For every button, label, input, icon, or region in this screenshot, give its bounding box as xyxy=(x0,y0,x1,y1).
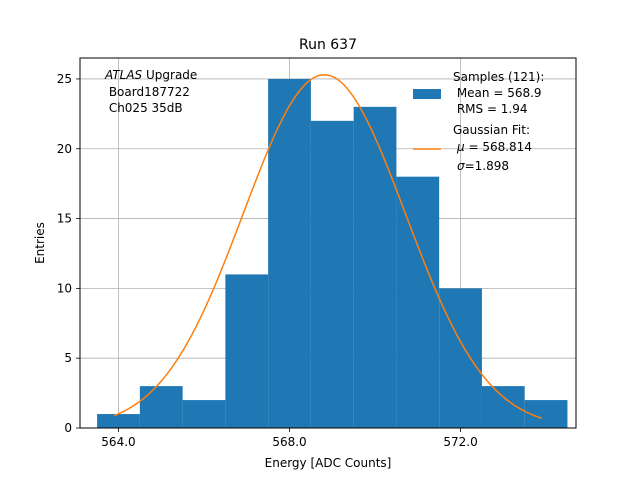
plot-frame xyxy=(79,57,577,429)
histogram-bars xyxy=(97,78,568,429)
histogram-bar xyxy=(268,78,311,429)
y-axis-label: Entries xyxy=(33,222,47,264)
histogram-bar xyxy=(139,386,183,428)
y-tick-label: 20 xyxy=(57,142,72,156)
histogram-bar xyxy=(439,288,482,428)
y-tick-label: 10 xyxy=(57,281,72,295)
channel-label: Ch025 35dB xyxy=(105,101,183,115)
histogram-bar xyxy=(353,106,397,429)
mu-symbol: μ xyxy=(456,140,465,154)
legend-fit-sigma: σ=1.898 xyxy=(457,159,509,173)
atlas-label: ATLAS xyxy=(104,68,143,82)
legend-fit-title: Gaussian Fit: xyxy=(453,123,530,137)
legend-samples-rms: RMS = 1.94 xyxy=(453,102,528,116)
sigma-value: =1.898 xyxy=(465,159,509,173)
legend-samples-title: Samples (121): xyxy=(453,70,544,84)
x-tick-label: 568.0 xyxy=(272,435,306,449)
x-tick-label: 572.0 xyxy=(443,435,477,449)
x-tick-label: 564.0 xyxy=(101,435,135,449)
y-tick-label: 5 xyxy=(64,351,72,365)
x-axis-label: Energy [ADC Counts] xyxy=(265,456,392,470)
mu-value: = 568.814 xyxy=(465,140,532,154)
sigma-symbol: σ xyxy=(457,159,465,173)
histogram-bar xyxy=(182,400,226,428)
histogram-bar xyxy=(396,176,440,428)
histogram-bar xyxy=(310,120,354,428)
y-tick-label: 15 xyxy=(57,212,72,226)
y-tick-label: 25 xyxy=(57,72,72,86)
gaussian-fit-curve xyxy=(113,74,543,419)
legend-fit-mu: μ = 568.814 xyxy=(456,140,532,154)
axis-ticks: 564.0 568.0 572.0 0 5 10 15 20 25 xyxy=(57,72,478,449)
chart-title: Run 637 xyxy=(299,37,357,53)
legend-histogram-swatch xyxy=(413,89,441,99)
legend-samples-mean: Mean = 568.9 xyxy=(453,86,542,100)
board-label: Board187722 xyxy=(105,85,190,99)
y-tick-label: 0 xyxy=(64,421,72,435)
histogram-bar xyxy=(97,414,140,428)
upgrade-label: Upgrade xyxy=(142,68,197,82)
histogram-bar xyxy=(225,274,269,428)
fit-curve-layer xyxy=(113,74,543,419)
atlas-annotation-line1: ATLAS Upgrade xyxy=(104,68,197,82)
